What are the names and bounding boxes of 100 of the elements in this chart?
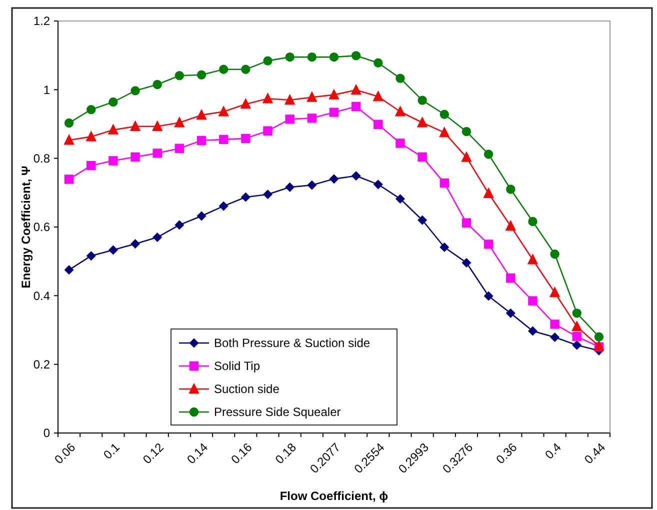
point [594, 332, 604, 342]
point [396, 138, 405, 148]
point [86, 251, 96, 260]
x-tick-label: 0.12 [140, 440, 167, 467]
x-tick-label: 0.1 [100, 440, 123, 462]
point [483, 188, 494, 198]
x-tick-label: 0.14 [184, 440, 211, 467]
x-tick-label: 0.36 [493, 440, 520, 467]
point [506, 274, 516, 283]
point [174, 144, 184, 153]
point [86, 131, 96, 142]
point [285, 182, 294, 192]
legend-label: Pressure Side Squealer [214, 405, 341, 420]
point [374, 180, 383, 190]
point [152, 120, 162, 132]
point [240, 98, 251, 109]
point [306, 92, 318, 102]
point [241, 134, 250, 144]
point [307, 52, 317, 62]
point [440, 178, 449, 188]
point [528, 326, 538, 336]
point [572, 340, 582, 350]
y-axis-title: Energy Coefficient, Ψ [19, 166, 33, 288]
legend-label: Solid Tip [214, 359, 260, 374]
y-tick-label: 0.6 [33, 220, 50, 234]
point [528, 254, 538, 264]
point [572, 332, 582, 342]
y-tick-label: 0.2 [33, 358, 50, 372]
point [418, 152, 427, 162]
point [241, 192, 250, 202]
point [329, 52, 339, 62]
legend-label: Suction side [214, 382, 280, 396]
point [396, 194, 405, 204]
point [351, 51, 361, 60]
point [108, 124, 118, 134]
point [196, 70, 206, 80]
y-tick-label: 0 [43, 426, 50, 440]
x-tick-label: 0.44 [582, 440, 608, 467]
point [307, 114, 317, 123]
point [351, 171, 361, 180]
point [374, 120, 383, 129]
point [218, 106, 229, 116]
x-tick-label: 0.06 [52, 440, 78, 467]
point [174, 220, 184, 230]
point [196, 211, 206, 221]
point [484, 240, 494, 249]
point [572, 308, 582, 318]
point [395, 106, 406, 116]
point [440, 242, 449, 252]
point [263, 56, 272, 66]
point [550, 286, 560, 298]
point [418, 216, 427, 225]
x-tick-label: 0.4 [542, 440, 564, 462]
legend-label: Both Pressure & Suction side [214, 336, 370, 350]
point [350, 84, 362, 95]
point [462, 126, 472, 136]
point [285, 52, 294, 62]
point [351, 102, 361, 112]
point [417, 117, 428, 128]
point [396, 74, 405, 83]
point [241, 64, 250, 74]
point [373, 90, 384, 102]
point [130, 239, 140, 248]
point [307, 180, 317, 190]
point [130, 120, 140, 132]
point [108, 97, 118, 107]
point [64, 134, 74, 145]
y-tick-label: 1.2 [33, 14, 50, 28]
point [108, 156, 118, 166]
point [219, 64, 228, 74]
point [86, 104, 96, 114]
point [329, 108, 339, 117]
x-tick-label: 0.16 [228, 440, 255, 467]
point [528, 296, 538, 306]
point [284, 94, 295, 105]
point [440, 110, 449, 119]
point [484, 291, 494, 301]
point [329, 174, 339, 184]
point [130, 152, 140, 162]
x-tick-label: 0.18 [272, 440, 300, 467]
point [263, 126, 272, 136]
point [152, 232, 162, 242]
point [328, 89, 340, 100]
point [285, 114, 294, 124]
point [506, 184, 516, 194]
x-axis-title: Flow Coefficient, ϕ [280, 489, 388, 503]
point [374, 58, 383, 68]
y-tick-label: 0.4 [33, 288, 50, 303]
y-tick-label: 1 [43, 82, 50, 97]
point [550, 250, 560, 259]
point [550, 332, 560, 342]
point [572, 320, 582, 332]
point [462, 218, 472, 228]
point [461, 152, 472, 162]
point [263, 190, 272, 199]
point [108, 245, 118, 255]
point [550, 320, 560, 329]
point [64, 118, 74, 128]
point [219, 134, 228, 144]
point [64, 265, 74, 275]
